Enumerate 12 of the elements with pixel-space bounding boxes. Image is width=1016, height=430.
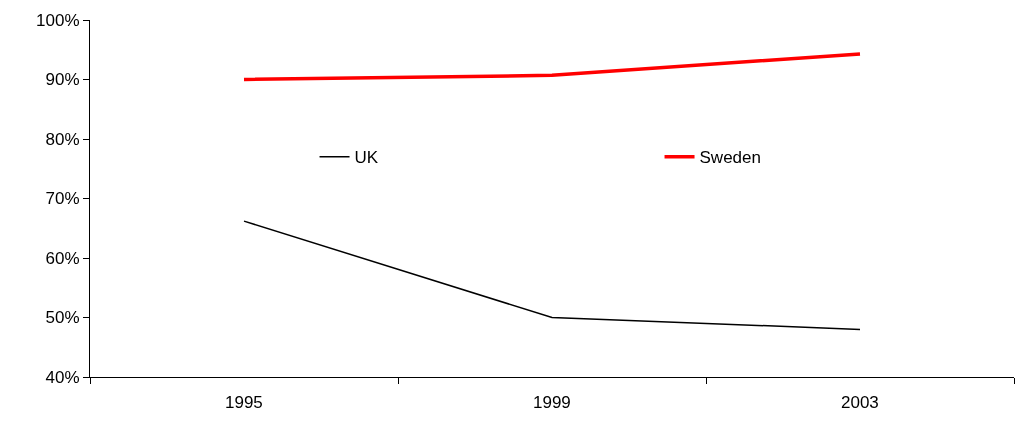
y-tick-label: 50% [45,308,80,328]
x-tick-label: 1995 [225,393,263,412]
x-tick-label: 2003 [841,393,879,412]
legend-label: UK [354,148,379,168]
y-tick-label: 80% [45,129,80,149]
y-tick-label: 40% [45,367,80,387]
y-tick-label: 60% [45,248,80,268]
legend-label: Sweden [699,148,761,168]
y-tick-label: 90% [45,70,80,90]
y-tick-label: 70% [45,189,80,209]
x-tick-label: 1999 [533,393,571,412]
y-tick-label: 100% [36,10,80,30]
